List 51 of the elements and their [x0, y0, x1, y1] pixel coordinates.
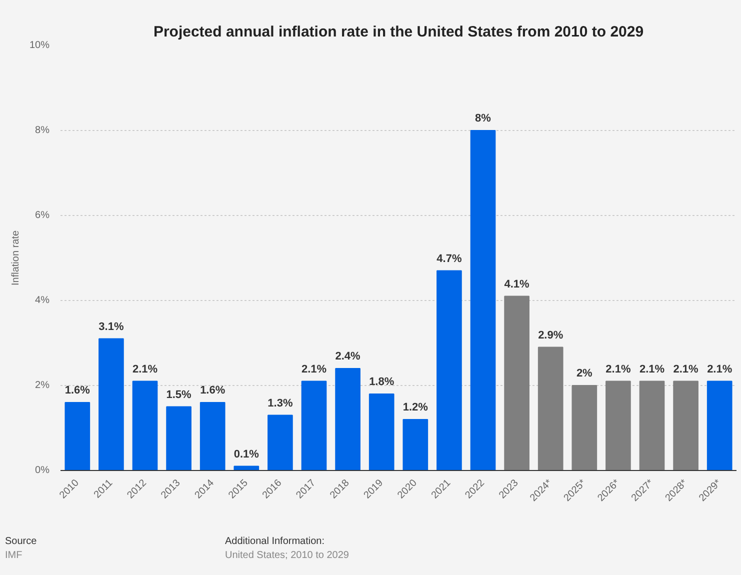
bar — [639, 380, 665, 470]
bar — [368, 394, 394, 470]
data-label: 1.2% — [402, 402, 428, 414]
y-tick-label: 0% — [35, 465, 50, 476]
data-label: 2.1% — [606, 363, 631, 376]
data-label: 0.1% — [234, 448, 260, 460]
data-label: 4.1% — [504, 278, 530, 290]
bar — [301, 380, 327, 470]
data-label: 2% — [576, 368, 593, 380]
data-label: 1.8% — [369, 376, 394, 388]
bar — [538, 346, 564, 470]
data-label: 1.6% — [64, 384, 90, 396]
bar — [504, 296, 530, 470]
bar — [673, 380, 698, 470]
text: IMF — [5, 549, 24, 564]
y-axis-title: Inflation rate — [10, 230, 22, 286]
bar — [200, 402, 226, 470]
data-label: 1.6% — [200, 384, 226, 396]
bar — [706, 380, 732, 470]
bar — [572, 385, 598, 470]
data-label: 2.1% — [639, 363, 665, 376]
y-tick-label: 10% — [29, 40, 50, 51]
bar — [132, 380, 158, 470]
data-label: 2.9% — [538, 329, 564, 342]
bar — [64, 402, 90, 470]
data-label: 1.3% — [268, 397, 293, 410]
data-label: 2.1% — [673, 363, 699, 376]
data-label: 4.7% — [436, 252, 462, 265]
data-label: 2.1% — [301, 363, 327, 376]
y-tick-label: 6% — [35, 210, 50, 221]
data-label: 8% — [475, 112, 492, 124]
bar — [166, 406, 192, 470]
y-tick-label: 8% — [35, 125, 50, 136]
data-label: 2.4% — [335, 350, 361, 362]
text: United States; 2010 to 2029 — [225, 549, 349, 564]
bar — [470, 130, 496, 470]
data-label: 2.1% — [707, 363, 732, 376]
text: Source — [5, 535, 37, 549]
bar — [335, 368, 360, 470]
bar — [268, 414, 293, 470]
data-label: 3.1% — [98, 320, 124, 333]
text: Additional Information: — [225, 535, 326, 549]
data-label: 2.1% — [132, 363, 158, 376]
bar — [436, 270, 462, 470]
y-tick-label: 2% — [35, 380, 50, 391]
bar — [98, 338, 124, 470]
data-label: 1.5% — [166, 388, 192, 401]
chart-title: Projected annual inflation rate in the United States from 2010 to 2029 — [153, 24, 644, 40]
bar — [402, 419, 428, 470]
bar — [606, 380, 631, 470]
y-tick-label: 4% — [35, 295, 50, 306]
